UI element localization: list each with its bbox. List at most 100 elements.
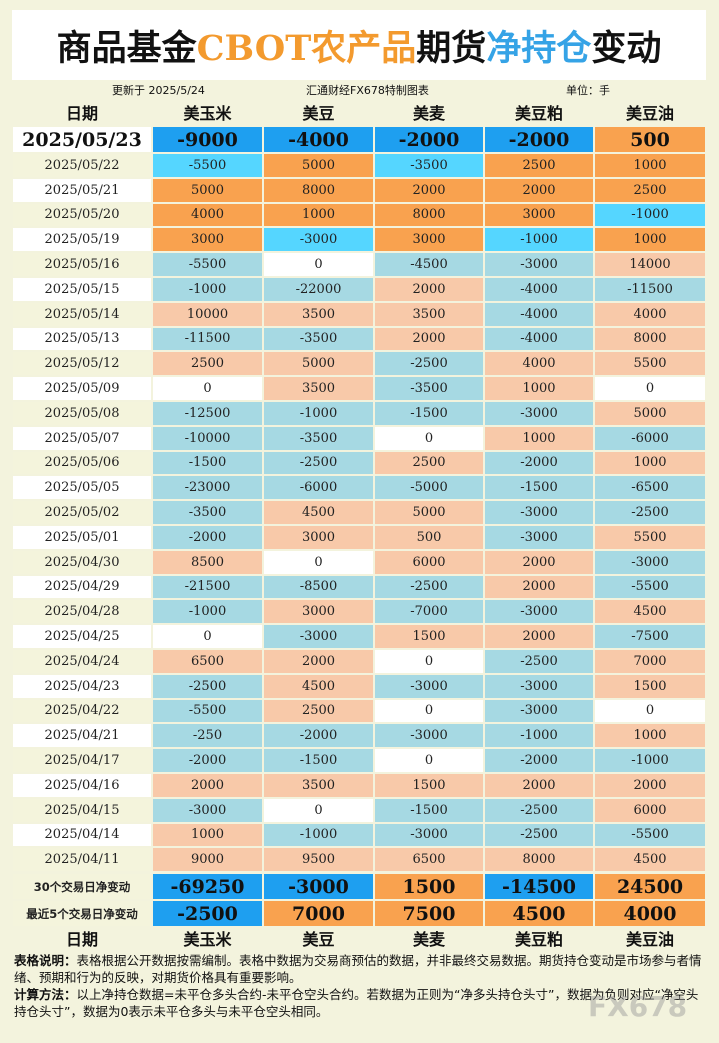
value-cell: 6500	[152, 649, 263, 674]
value-cell: -3000	[263, 227, 374, 253]
date: 2025/04/30	[12, 549, 152, 575]
column-header: 美麦	[374, 100, 484, 123]
value-cell: -5000	[374, 475, 484, 501]
value-cell: 3000	[263, 599, 374, 625]
value-cell: 4500	[594, 599, 706, 625]
value-cell: 5000	[152, 177, 263, 203]
value-cell: 2000	[484, 574, 594, 600]
value-cell: 1000	[484, 376, 594, 401]
column-footer: 美豆油	[594, 927, 706, 949]
value-cell: 2000	[152, 773, 263, 798]
value-cell: -10000	[152, 425, 263, 451]
value-cell: 7000	[594, 649, 706, 674]
value-cell: 1000	[484, 425, 594, 451]
date: 2025/04/28	[12, 599, 152, 625]
date: 2025/05/14	[12, 301, 152, 327]
value-cell: -1000	[594, 748, 706, 773]
value-cell: 8500	[152, 549, 263, 575]
value-cell: -8500	[263, 574, 374, 600]
value-cell: 8000	[484, 847, 594, 873]
value-cell: 1000	[594, 723, 706, 749]
value-cell: -7500	[594, 624, 706, 649]
value-cell: 24500	[594, 873, 706, 900]
value-cell: 6000	[374, 549, 484, 575]
value-cell: -2000	[484, 450, 594, 476]
value-cell: -2500	[374, 574, 484, 600]
value-cell: 0	[263, 797, 374, 823]
value-cell: 4000	[594, 900, 706, 927]
value-cell: -7000	[374, 599, 484, 625]
title-part: CBOT农产品	[196, 27, 417, 69]
value-cell: 2000	[263, 649, 374, 674]
value-cell: 2500	[374, 450, 484, 476]
column-footer: 美豆粕	[484, 927, 594, 949]
value-cell: 2500	[263, 698, 374, 724]
date: 2025/04/21	[12, 723, 152, 749]
value-cell: 4000	[484, 351, 594, 377]
value-cell: -5500	[594, 822, 706, 848]
watermark: FX678	[588, 990, 688, 1023]
column-footer: 美玉米	[152, 927, 263, 949]
value-cell: -1500	[263, 748, 374, 773]
note-label: 计算方法：	[14, 987, 77, 1002]
value-cell: 1500	[374, 624, 484, 649]
date: 2025/05/16	[12, 252, 152, 277]
value-cell: 2500	[594, 177, 706, 203]
date: 2025/04/16	[12, 773, 152, 798]
value-cell: 7500	[374, 900, 484, 927]
column-footer: 日期	[12, 927, 152, 949]
value-cell: -1500	[374, 401, 484, 426]
updated: 更新于 2025/5/24	[112, 84, 205, 97]
value-cell: -2500	[374, 351, 484, 377]
value-cell: 3500	[263, 376, 374, 401]
source: 汇通财经FX678特制图表	[306, 84, 429, 97]
value-cell: -3000	[152, 797, 263, 823]
value-cell: 0	[263, 252, 374, 277]
value-cell: 3000	[152, 227, 263, 253]
note: 表格说明：表格根据公开数据按需编制。表格中数据为交易商预估的数据，并非最终交易数…	[14, 952, 704, 986]
value-cell: 2000	[484, 773, 594, 798]
value-cell: -5500	[152, 698, 263, 724]
value-cell: 0	[374, 698, 484, 724]
value-cell: -2500	[484, 797, 594, 823]
title-part: 商品基金	[56, 27, 197, 69]
column-header: 美豆油	[594, 100, 706, 123]
date: 2025/04/17	[12, 748, 152, 773]
value-cell: -3000	[484, 599, 594, 625]
date: 2025/04/22	[12, 698, 152, 724]
value-cell: 5500	[594, 351, 706, 377]
date: 2025/05/12	[12, 351, 152, 377]
value-cell: -2500	[594, 500, 706, 525]
date: 2025/05/06	[12, 450, 152, 476]
value-cell: -5500	[152, 252, 263, 277]
value-cell: 3000	[484, 202, 594, 228]
value-cell: 0	[594, 698, 706, 724]
value-cell: -2000	[484, 126, 594, 153]
value-cell: -250	[152, 723, 263, 749]
value-cell: -3000	[484, 252, 594, 277]
value-cell: -1000	[152, 277, 263, 302]
value-cell: -3000	[594, 549, 706, 575]
value-cell: 7000	[263, 900, 374, 927]
value-cell: -21500	[152, 574, 263, 600]
date: 2025/05/13	[12, 326, 152, 352]
value-cell: 6500	[374, 847, 484, 873]
note-text: 表格根据公开数据按需编制。表格中数据为交易商预估的数据，并非最终交易数据。期货持…	[14, 953, 702, 985]
note: 计算方法：以上净持仓数据=未平仓多头合约-未平仓空头合约。若数据为正则为“净多头…	[14, 986, 704, 1020]
date: 2025/05/01	[12, 525, 152, 550]
value-cell: 0	[152, 376, 263, 401]
value-cell: 500	[374, 525, 484, 550]
value-cell: 500	[594, 126, 706, 153]
date: 2025/04/23	[12, 673, 152, 699]
column-header: 美玉米	[152, 100, 263, 123]
value-cell: -3000	[374, 673, 484, 699]
value-cell: 0	[374, 649, 484, 674]
value-cell: -6500	[594, 475, 706, 501]
value-cell: -3500	[152, 500, 263, 525]
value-cell: 1000	[594, 153, 706, 178]
value-cell: 3000	[374, 227, 484, 253]
column-footer: 美豆	[263, 927, 374, 949]
date: 2025/04/24	[12, 649, 152, 674]
value-cell: 3500	[263, 773, 374, 798]
value-cell: 3000	[263, 525, 374, 550]
